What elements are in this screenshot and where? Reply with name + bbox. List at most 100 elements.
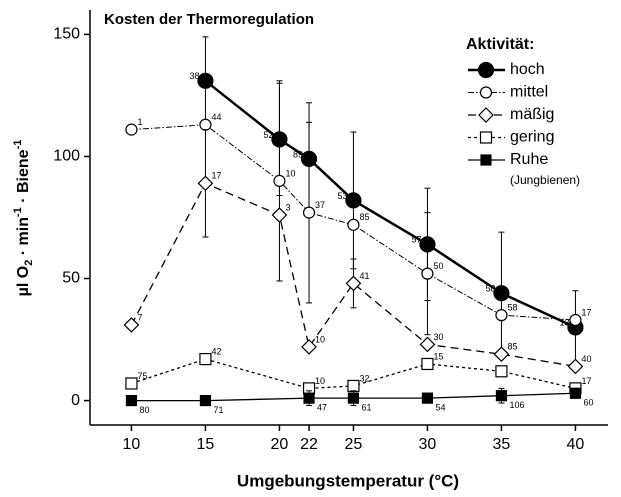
data-point <box>199 394 212 407</box>
y-tick-label: 100 <box>53 148 80 165</box>
data-point <box>347 392 360 404</box>
data-point <box>303 392 315 404</box>
sample-size-label: 89 <box>293 149 303 159</box>
series-line <box>131 124 576 321</box>
x-axis-label: Umgebungstemperatur (°C) <box>237 471 459 490</box>
data-point <box>199 118 212 131</box>
sample-size-label: 41 <box>359 271 369 281</box>
data-point <box>125 394 138 407</box>
sample-size-label: 10 <box>285 168 295 178</box>
sample-size-label: 15 <box>433 351 443 361</box>
legend-label: Ruhe <box>510 151 548 168</box>
legend-marker <box>477 61 495 79</box>
sample-size-label: 61 <box>361 403 371 413</box>
y-tick-label: 0 <box>71 392 80 409</box>
y-label-part: µl O <box>15 266 32 297</box>
y-label-part: 2 <box>23 260 35 266</box>
y-tick-label: 150 <box>53 26 80 43</box>
legend-label: gering <box>510 129 554 146</box>
sample-size-label: 85 <box>359 212 369 222</box>
sample-size-label: 40 <box>581 354 591 364</box>
sample-size-label: 44 <box>211 112 221 122</box>
data-point <box>493 285 510 302</box>
sample-size-label: 13 <box>559 318 569 328</box>
series-line <box>130 182 576 368</box>
data-point <box>421 267 434 280</box>
sample-size-label: 47 <box>317 403 327 413</box>
y-tick-label: 50 <box>62 270 80 287</box>
y-label-part: -1 <box>12 207 24 217</box>
y-label-part: · min <box>15 217 32 260</box>
data-point <box>495 390 508 402</box>
sample-size-label: 17 <box>211 171 221 181</box>
data-point <box>271 207 288 223</box>
sample-size-label: 10 <box>315 376 325 386</box>
data-point <box>197 72 214 89</box>
sample-size-label: 50 <box>433 261 443 271</box>
sample-size-label: 71 <box>213 405 223 415</box>
x-tick-label: 15 <box>197 436 215 453</box>
x-tick-label: 25 <box>345 436 363 453</box>
sample-size-label: 1 <box>137 117 142 127</box>
legend-label: mittel <box>510 84 548 101</box>
data-point <box>302 206 316 219</box>
legend-marker <box>479 86 493 99</box>
sample-size-label: 3 <box>285 202 290 212</box>
data-point <box>125 123 138 136</box>
legend-title: Aktivität: <box>466 36 534 53</box>
sample-size-label: 7 <box>137 312 142 322</box>
sample-size-label: 37 <box>315 200 325 210</box>
data-point <box>419 336 436 353</box>
sample-size-label: 17 <box>581 307 591 317</box>
sample-size-label: 54 <box>435 403 445 413</box>
sample-size-label: 85 <box>507 342 517 352</box>
data-point <box>567 358 584 375</box>
sample-size-label: 75 <box>137 371 147 381</box>
data-point <box>569 387 582 399</box>
x-tick-label: 20 <box>271 436 289 453</box>
data-point <box>347 218 360 231</box>
y-label-part: -1 <box>12 140 24 150</box>
y-label-part: · Biene <box>15 149 32 207</box>
x-tick-label: 30 <box>419 436 437 453</box>
sample-size-label: 80 <box>139 405 149 415</box>
data-point <box>301 339 317 355</box>
x-tick-label: 35 <box>493 436 511 453</box>
legend-label: hoch <box>510 61 545 78</box>
legend-marker <box>479 131 493 144</box>
data-point <box>421 357 434 371</box>
sample-size-label: 17 <box>581 376 591 386</box>
sample-size-label: 106 <box>509 400 524 410</box>
sample-size-label: 58 <box>507 303 517 313</box>
legend-marker <box>480 154 492 166</box>
sample-size-label: 52 <box>263 130 273 140</box>
data-point <box>495 309 508 322</box>
data-point <box>493 346 510 363</box>
y-axis-label: µl O2 · min-1 · Biene-1 <box>12 140 35 297</box>
data-point <box>273 174 286 187</box>
x-tick-label: 10 <box>123 436 141 453</box>
data-point <box>345 192 362 209</box>
data-point <box>125 377 138 390</box>
data-point <box>569 313 582 327</box>
sample-size-label: 58 <box>485 284 495 294</box>
data-point <box>345 275 362 292</box>
sample-size-label: 60 <box>583 398 593 408</box>
legend-label: mäßig <box>510 106 554 123</box>
data-point <box>495 365 508 378</box>
data-point <box>199 352 212 366</box>
legend-note: (Jungbienen) <box>510 173 580 187</box>
sample-size-label: 57 <box>411 235 421 245</box>
sample-size-label: 38 <box>189 71 199 81</box>
data-point <box>197 175 214 192</box>
sample-size-label: 32 <box>359 373 369 383</box>
x-tick-label: 22 <box>300 436 318 453</box>
data-point <box>347 379 360 393</box>
data-point <box>123 317 140 333</box>
legend-marker <box>478 107 494 123</box>
sample-size-label: 10 <box>315 334 325 344</box>
sample-size-label: 53 <box>337 191 347 201</box>
sample-size-label: 30 <box>433 332 443 342</box>
chart-title: Kosten der Thermoregulation <box>104 11 314 28</box>
